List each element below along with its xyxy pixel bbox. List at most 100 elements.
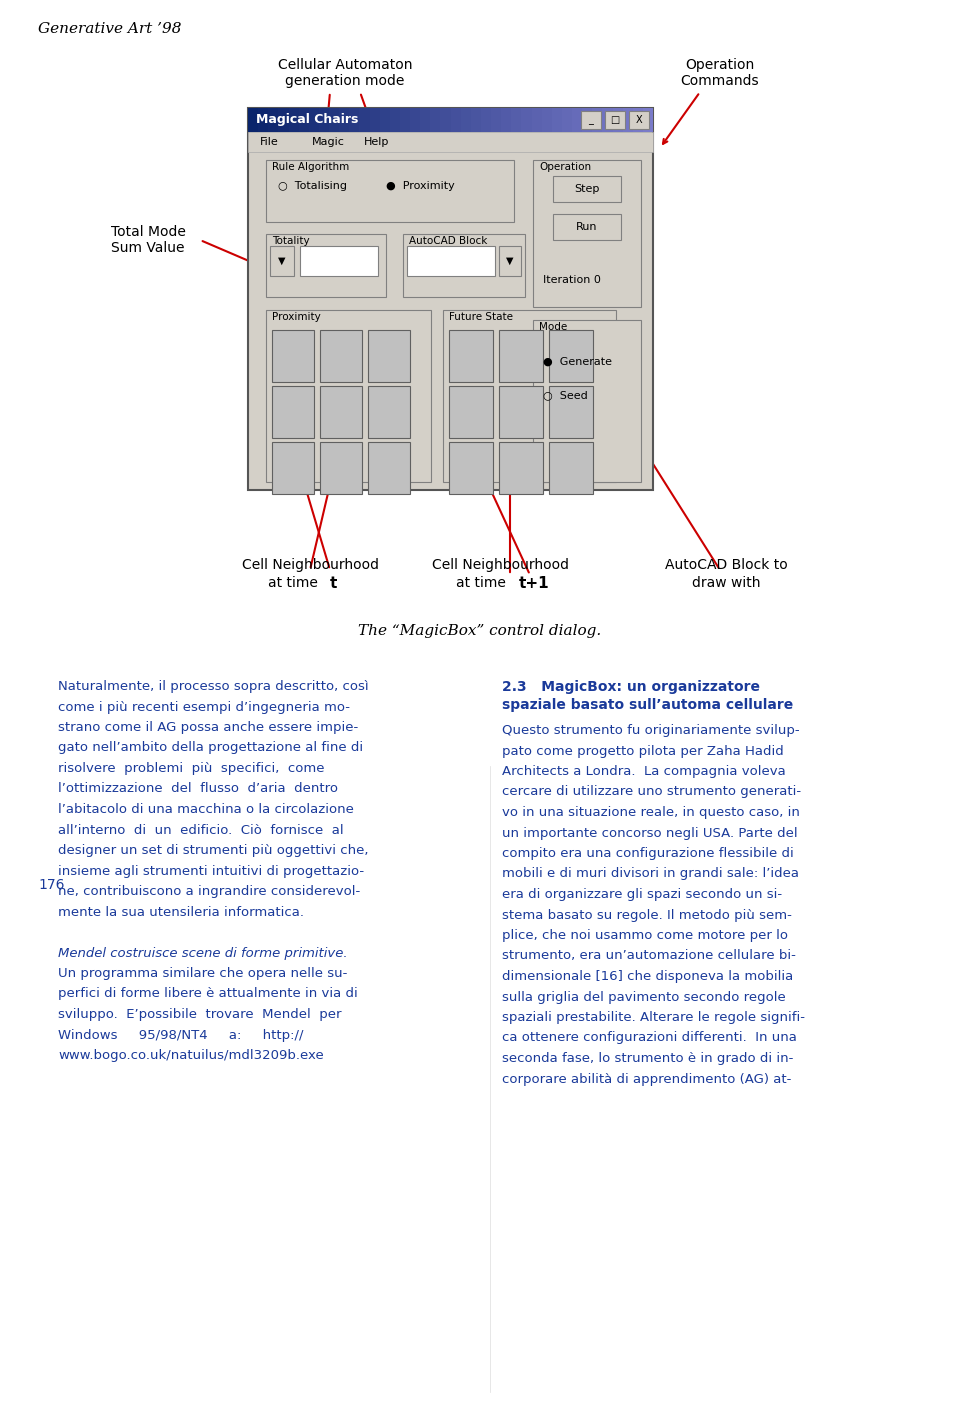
Bar	[309, 108, 319, 132]
Text: corporare abilità di apprendimento (AG) at-: corporare abilità di apprendimento (AG) …	[502, 1073, 791, 1085]
Bar	[499, 441, 543, 494]
Text: Mendel costruisce scene di forme primitive.: Mendel costruisce scene di forme primiti…	[58, 946, 348, 959]
Text: Operation: Operation	[539, 162, 591, 172]
Text: AutoCAD Block to: AutoCAD Block to	[664, 558, 787, 572]
Text: AutoCAD Block: AutoCAD Block	[409, 236, 488, 246]
Bar	[605, 111, 625, 129]
Text: □: □	[611, 115, 619, 125]
Bar	[400, 108, 410, 132]
Text: Future State: Future State	[449, 312, 513, 322]
Text: Cell Neighbourhood: Cell Neighbourhood	[431, 558, 568, 572]
Bar	[623, 108, 633, 132]
Text: Step: Step	[574, 184, 600, 194]
Bar	[270, 246, 294, 276]
Bar	[248, 132, 653, 152]
Bar	[420, 108, 430, 132]
Text: sulla griglia del pavimento secondo regole: sulla griglia del pavimento secondo rego…	[502, 990, 785, 1004]
Bar	[582, 108, 592, 132]
Text: Mode: Mode	[539, 322, 567, 332]
Text: t+1: t+1	[519, 576, 550, 591]
Bar	[612, 108, 623, 132]
Bar	[533, 160, 641, 307]
Text: ●  Generate: ● Generate	[543, 357, 612, 367]
Text: Sum Value: Sum Value	[111, 240, 184, 254]
Bar	[449, 387, 493, 439]
Bar	[449, 441, 493, 494]
Text: insieme agli strumenti intuitivi di progettazio-: insieme agli strumenti intuitivi di prog…	[58, 865, 364, 877]
Bar	[300, 246, 378, 276]
Bar	[407, 246, 495, 276]
Text: ▼: ▼	[278, 256, 286, 266]
Text: Naturalmente, il processo sopra descritto, così: Naturalmente, il processo sopra descritt…	[58, 681, 369, 693]
Text: all’interno  di  un  edificio.  Ciò  fornisce  al: all’interno di un edificio. Ciò fornisce…	[58, 824, 344, 837]
Text: ca ottenere configurazioni differenti.  In una: ca ottenere configurazioni differenti. I…	[502, 1032, 797, 1045]
Text: _: _	[588, 115, 593, 125]
Bar	[602, 108, 612, 132]
Text: risolvere  problemi  più  specifici,  come: risolvere problemi più specifici, come	[58, 762, 324, 775]
Bar	[272, 330, 314, 382]
Bar	[248, 108, 258, 132]
Bar	[272, 387, 314, 439]
Bar	[266, 233, 386, 297]
Text: stema basato su regole. Il metodo più sem-: stema basato su regole. Il metodo più se…	[502, 908, 792, 921]
Text: spaziale basato sull’automa cellulare: spaziale basato sull’automa cellulare	[502, 697, 793, 711]
Bar	[319, 108, 329, 132]
Text: perfici di forme libere è attualmente in via di: perfici di forme libere è attualmente in…	[58, 987, 358, 1001]
Text: at time: at time	[268, 576, 323, 591]
Text: 2.3   MagicBox: un organizzatore: 2.3 MagicBox: un organizzatore	[502, 681, 760, 695]
Bar	[248, 108, 653, 491]
Text: spaziali prestabilite. Alterare le regole signifi-: spaziali prestabilite. Alterare le regol…	[502, 1011, 805, 1024]
Text: X: X	[636, 115, 642, 125]
Text: Cellular Automaton: Cellular Automaton	[277, 58, 412, 72]
Bar	[549, 387, 593, 439]
Text: t: t	[330, 576, 337, 591]
Text: pato come progetto pilota per Zaha Hadid: pato come progetto pilota per Zaha Hadid	[502, 745, 783, 758]
Bar	[521, 108, 532, 132]
Text: Cell Neighbourhood: Cell Neighbourhood	[242, 558, 378, 572]
Text: compito era una configurazione flessibile di: compito era una configurazione flessibil…	[502, 846, 794, 860]
Bar	[370, 108, 379, 132]
Text: at time: at time	[456, 576, 511, 591]
Text: Proximity: Proximity	[272, 312, 321, 322]
Text: Rule Algorithm: Rule Algorithm	[272, 162, 349, 172]
Text: Help: Help	[364, 136, 390, 148]
Bar	[633, 108, 643, 132]
Bar	[266, 309, 431, 482]
Bar	[491, 108, 501, 132]
Bar	[379, 108, 390, 132]
Text: l’abitacolo di una macchina o la circolazione: l’abitacolo di una macchina o la circola…	[58, 803, 354, 815]
Bar	[470, 108, 481, 132]
Text: ○  Seed: ○ Seed	[543, 389, 588, 399]
Bar	[533, 321, 641, 482]
Text: dimensionale [16] che disponeva la mobilia: dimensionale [16] che disponeva la mobil…	[502, 970, 793, 983]
Bar	[549, 441, 593, 494]
Text: ○  Totalising: ○ Totalising	[278, 181, 347, 191]
Text: Magical Chairs: Magical Chairs	[256, 114, 358, 127]
Bar	[272, 441, 314, 494]
Bar	[553, 214, 621, 240]
Text: Un programma similare che opera nelle su-: Un programma similare che opera nelle su…	[58, 967, 348, 980]
Bar	[592, 108, 602, 132]
Text: mobili e di muri divisori in grandi sale: l’idea: mobili e di muri divisori in grandi sale…	[502, 868, 799, 880]
Text: File: File	[260, 136, 278, 148]
Bar	[449, 330, 493, 382]
Text: Generative Art ’98: Generative Art ’98	[38, 22, 181, 37]
Text: gato nell’ambito della progettazione al fine di: gato nell’ambito della progettazione al …	[58, 741, 363, 755]
Bar	[320, 387, 362, 439]
Bar	[572, 108, 582, 132]
Bar	[443, 309, 616, 482]
Bar	[258, 108, 268, 132]
Text: designer un set di strumenti più oggettivi che,: designer un set di strumenti più oggetti…	[58, 844, 369, 858]
Text: Totality: Totality	[272, 236, 310, 246]
Text: l’ottimizzazione  del  flusso  d’aria  dentro: l’ottimizzazione del flusso d’aria dentr…	[58, 783, 338, 796]
Bar	[368, 387, 410, 439]
Text: Run: Run	[576, 222, 598, 232]
Text: generation mode: generation mode	[285, 75, 405, 89]
Bar	[320, 330, 362, 382]
Bar	[430, 108, 441, 132]
Text: 176: 176	[38, 877, 64, 891]
Text: Total Mode: Total Mode	[110, 225, 185, 239]
Bar	[553, 176, 621, 202]
Bar	[629, 111, 649, 129]
Bar	[549, 330, 593, 382]
